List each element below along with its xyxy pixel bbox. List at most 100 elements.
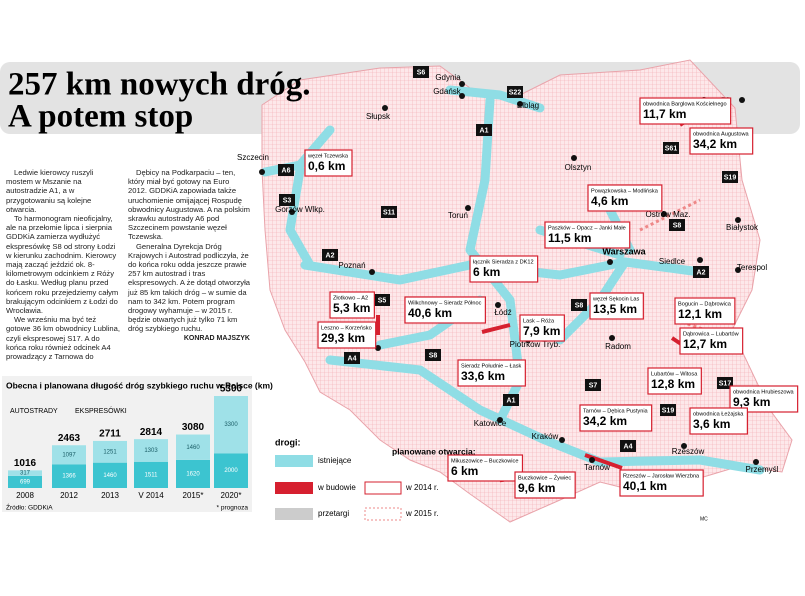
road-label: A2	[697, 269, 706, 276]
section-length: 12,7 km	[683, 337, 727, 351]
section-label: Sieradz Południe – Łask	[461, 363, 522, 369]
road-badge	[279, 194, 295, 206]
legend-label: w 2014 r.	[405, 483, 438, 492]
road-label: S8	[429, 352, 438, 359]
city-dot	[609, 335, 615, 341]
legend-swatch	[364, 507, 402, 521]
city-label: Terespol	[737, 263, 767, 272]
section-length: 5,3 km	[333, 301, 370, 315]
city-label: Gorzów Wlkp.	[275, 205, 325, 214]
segment-label: 1097	[62, 452, 76, 458]
legend-title: drogi:	[275, 437, 301, 447]
paragraph: Ledwie kierowcy ruszyli mostem w Mszanie…	[6, 168, 94, 214]
road-badge	[278, 164, 294, 176]
section-label: węzeł Tczewska	[307, 153, 349, 159]
section-box	[514, 471, 576, 499]
paragraph: We wrześniu ma być też gotowe 36 km obwo…	[6, 315, 120, 362]
bar-segment	[8, 470, 42, 476]
legend-label: EKSPRESÓWKI	[75, 406, 127, 415]
city-label: Tarnów	[584, 463, 610, 472]
road-badge	[344, 352, 360, 364]
section-box	[679, 327, 744, 355]
road-label: S8	[575, 302, 584, 309]
section-box	[619, 469, 704, 497]
note: * prognoza	[217, 505, 249, 512]
road-label: S11	[383, 209, 395, 216]
city-label: Katowice	[474, 419, 507, 428]
road-badge	[374, 294, 390, 306]
section-label: Lask – Róża	[523, 318, 555, 324]
road-label: S7	[589, 382, 598, 389]
road-badge	[571, 299, 587, 311]
road-label: S5	[378, 297, 387, 304]
road-label: S6	[417, 69, 426, 76]
section-box	[544, 221, 631, 249]
section-label: Paszków – Opacz – Janki Małe	[548, 225, 626, 231]
city-dot	[497, 417, 503, 423]
city-label: Elbląg	[517, 101, 539, 110]
city-label: Radom	[605, 342, 631, 351]
road-badge	[425, 349, 441, 361]
city-label: Poznań	[338, 261, 365, 270]
road-badge	[503, 394, 519, 406]
section-label: Tarnów – Dębica Pustynia	[583, 408, 649, 414]
road-label: S3	[283, 197, 292, 204]
city-label: Gdynia	[435, 73, 461, 82]
x-tick-label: V 2014	[138, 491, 164, 500]
city-dot	[735, 267, 741, 273]
road-badge	[722, 171, 738, 183]
source: Źródło: GDDKiA	[6, 503, 53, 512]
segment-label: 1511	[145, 472, 159, 478]
section-box	[589, 292, 644, 320]
road-badge	[660, 404, 676, 416]
section-box	[674, 297, 736, 325]
city-dot	[375, 345, 381, 351]
section-box	[579, 404, 653, 432]
city-dot	[735, 217, 741, 223]
section-box	[447, 454, 524, 482]
legend-swatch	[364, 481, 402, 495]
segment-label: 3300	[224, 422, 238, 428]
bar-segment	[93, 462, 127, 488]
section-length: 12,8 km	[651, 377, 695, 391]
city-label: Siedlce	[659, 257, 686, 266]
bar-segment	[214, 396, 248, 454]
section-length: 33,6 km	[461, 369, 505, 383]
section-length: 34,2 km	[583, 414, 627, 428]
city-dot	[459, 81, 465, 87]
city-label: Warszawa	[602, 246, 646, 256]
city-dot	[259, 169, 265, 175]
section-label: obwodnica Hrubieszowa	[733, 389, 795, 395]
city-dot	[739, 97, 745, 103]
section-box	[639, 97, 732, 125]
city-dot	[459, 93, 465, 99]
segment-label: 317	[20, 471, 31, 477]
segment-label: 1620	[186, 472, 200, 478]
city-dot	[559, 437, 565, 443]
segment-label: 1366	[62, 474, 76, 480]
city-dot	[369, 269, 375, 275]
section-length: 12,1 km	[678, 307, 722, 321]
x-tick-label: 2015*	[183, 491, 204, 500]
legend-label: AUTOSTRADY	[10, 408, 58, 415]
road-label: A1	[480, 127, 489, 134]
section-label: Mikuszowice – Buczkowice	[451, 458, 518, 464]
city-label: Słupsk	[366, 112, 391, 121]
x-tick-label: 2012	[60, 491, 78, 500]
chart-title: Obecna i planowana długość dróg szybkieg…	[6, 380, 273, 390]
segment-label: 699	[20, 480, 31, 486]
city-label: Piotrków Tryb.	[510, 340, 561, 349]
segment-label: 1303	[144, 448, 158, 454]
title: 257 km nowych dróg.	[8, 67, 311, 103]
bar-segment	[8, 475, 42, 488]
bar-segment	[134, 461, 168, 488]
road-badge	[620, 440, 636, 452]
section-box	[587, 184, 663, 212]
section-label: Lubartów – Witosa	[651, 371, 698, 377]
section-length: 34,2 km	[693, 137, 737, 151]
city-label: Ostrów Maz.	[646, 210, 691, 219]
total-label: 2814	[140, 427, 163, 438]
city-dot	[495, 302, 501, 308]
road-badge	[669, 219, 685, 231]
bar-segment	[214, 453, 248, 488]
